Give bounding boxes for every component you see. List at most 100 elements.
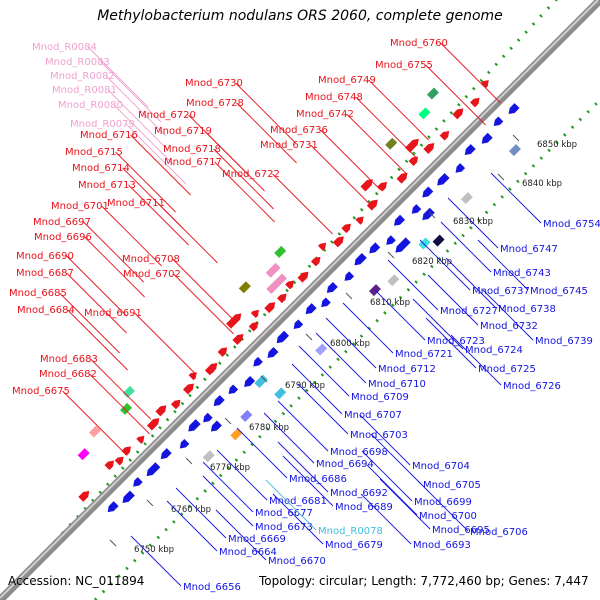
forward-gene-arrow [248,321,259,332]
label-leader-line [355,96,416,158]
label-leader-line [215,509,267,561]
label-leader-line [173,273,234,335]
forward-gene-label: Mnod_R0080 [58,100,123,111]
label-leader-line [379,478,431,530]
label-leader-line [282,455,334,507]
reverse-gene-arrow [422,186,434,198]
forward-gene-arrow [146,418,160,431]
forward-gene-arrow [452,108,464,120]
label-leader-line [62,390,123,452]
forward-gene-label: Mnod_6711 [107,198,165,209]
label-leader-line [100,61,162,123]
label-leader-line [360,493,412,545]
forward-gene-label: Mnod_6760 [390,38,448,49]
tick-label: 6790 kbp [285,381,325,391]
reverse-gene-arrow [267,347,279,358]
forward-gene-arrow [285,280,294,290]
reverse-gene-label: Mnod_R0078 [318,526,383,537]
label-leader-line [66,255,127,317]
label-leader-line [202,461,254,513]
forward-gene-label: Mnod_6687 [16,268,74,279]
forward-gene-label: Mnod_6701 [51,201,109,212]
feature-box [88,425,101,438]
forward-gene-label: Mnod_6682 [39,369,97,380]
forward-gene-label: Mnod_6713 [78,180,136,191]
label-leader-line [101,205,162,267]
reverse-gene-label: Mnod_6699 [414,497,472,508]
reverse-gene-arrow [244,376,256,387]
reverse-gene-arrow [160,448,172,460]
forward-gene-arrow [136,435,145,444]
feature-box [77,448,90,461]
label-leader-line [346,113,407,175]
forward-gene-arrow [114,456,124,466]
reverse-gene-arrow [326,281,338,293]
reverse-gene-arrow [107,501,119,513]
label-leader-line [236,427,288,479]
label-leader-line [361,450,413,502]
label-leader-line [427,274,479,326]
label-leader-line [235,82,296,144]
reverse-gene-arrow [422,207,435,221]
label-leader-line [175,487,227,539]
reverse-gene-arrow [146,462,161,477]
label-leader-line [59,292,120,354]
label-leader-line [265,479,317,531]
forward-gene-label: Mnod_R0084 [32,42,97,53]
forward-gene-label: Mnod_6715 [65,147,123,158]
forward-gene-label: Mnod_6731 [260,140,318,151]
tick-mark [428,211,436,219]
forward-gene-arrow [204,362,218,376]
feature-box [274,387,287,400]
label-leader-line [490,172,542,224]
reverse-gene-label: Mnod_6712 [378,364,436,375]
forward-gene-label: Mnod_6685 [9,288,67,299]
feature-box [460,192,473,205]
label-leader-line [128,184,189,246]
forward-gene-label: Mnod_6684 [17,305,75,316]
feature-box [508,144,521,157]
forward-gene-arrow [355,216,364,225]
label-leader-line [157,202,218,264]
tick-label: 6760 kbp [171,505,211,515]
reverse-gene-arrow [411,204,422,214]
rna-gene-box [254,374,268,389]
reverse-gene-arrow [394,214,406,226]
label-leader-line [325,317,377,369]
label-leader-line [213,148,274,210]
forward-gene-label: Mnod_6728 [186,98,244,109]
forward-gene-label: Mnod_6730 [185,78,243,89]
label-leader-line [125,123,187,185]
forward-gene-label: Mnod_6720 [138,110,196,121]
reverse-gene-label: Mnod_6693 [413,540,471,551]
reverse-gene-label: Mnod_6677 [255,508,313,519]
label-leader-line [204,130,265,192]
label-leader-line [477,239,529,291]
reverse-gene-arrow [455,163,466,173]
reverse-gene-arrow [354,252,367,266]
reverse-gene-label: Mnod_6686 [289,474,347,485]
forward-gene-label: Mnod_6708 [122,254,180,265]
label-leader-line [412,298,464,350]
reverse-gene-label: Mnod_6724 [465,345,523,356]
reverse-gene-label: Mnod_6692 [330,488,388,499]
forward-gene-arrow [188,372,197,381]
reverse-gene-arrow [188,419,201,432]
label-leader-line [298,345,350,397]
reverse-gene-arrow [253,356,263,367]
gc-dots-outer [8,0,558,592]
label-leader-line [107,89,169,151]
reverse-gene-label: Mnod_6732 [480,321,538,332]
reverse-gene-label: Mnod_6703 [350,430,408,441]
label-leader-line [277,441,329,493]
label-leader-line [291,363,343,415]
tick-label: 6780 kbp [249,423,289,433]
forward-gene-arrow [104,460,115,471]
feature-box [120,402,133,415]
label-leader-line [482,289,534,341]
reverse-gene-label: Mnod_6737 [472,286,530,297]
feature-box [238,281,251,294]
reverse-gene-label: Mnod_6726 [503,381,561,392]
